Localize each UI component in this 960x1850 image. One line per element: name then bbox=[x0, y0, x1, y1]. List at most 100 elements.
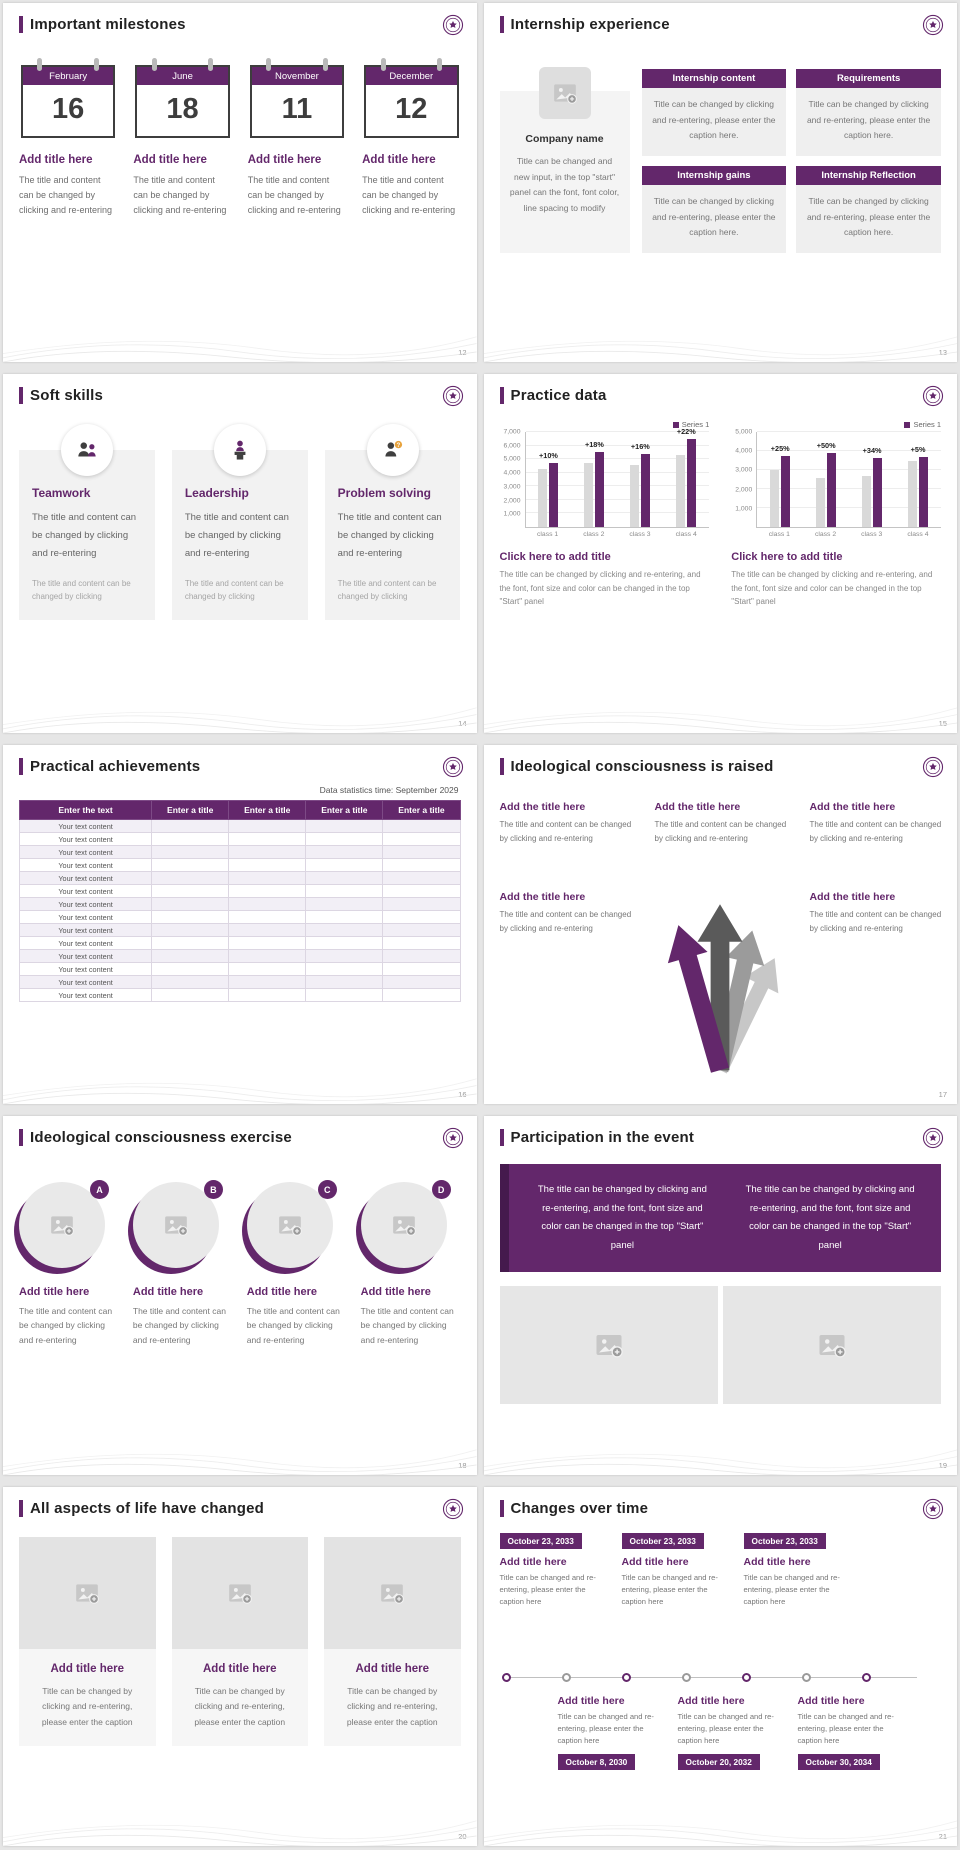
box-body: Title can be changed by clicking and re-… bbox=[796, 185, 941, 253]
calendar-pin-icon bbox=[37, 58, 43, 71]
idea-item: Add the title here The title and content… bbox=[655, 801, 787, 845]
date-chip: October 30, 2034 bbox=[797, 1754, 880, 1771]
slide-participation-event[interactable]: Participation in the event The title can… bbox=[483, 1116, 957, 1475]
table-header-cell: Enter a title bbox=[228, 800, 307, 820]
calendar-icon: November 11 bbox=[249, 58, 345, 138]
title-accent-bar bbox=[499, 758, 504, 775]
empty-cell bbox=[305, 988, 384, 1002]
image-placeholder-circle bbox=[132, 1182, 219, 1268]
empty-cell bbox=[305, 845, 384, 859]
page-number: 20 bbox=[458, 1832, 467, 1841]
table-header-cell: Enter the text bbox=[18, 800, 153, 820]
title-accent-bar bbox=[19, 16, 23, 33]
date-chip: October 8, 2030 bbox=[557, 1754, 636, 1771]
slide-important-milestones[interactable]: Important milestones February 16 Add tit… bbox=[3, 3, 477, 362]
slide-header: Ideological consciousness exercise bbox=[19, 1129, 461, 1146]
milestone-item: December 12 Add title here The title and… bbox=[362, 57, 460, 218]
card-title: Add title here bbox=[203, 1663, 277, 1675]
table-row: Your text content bbox=[18, 988, 461, 1002]
achievements-table: Enter the text Enter a title Enter a tit… bbox=[18, 800, 461, 1002]
idea-body: The title and content can be changed by … bbox=[809, 910, 942, 933]
table-row: Your text content bbox=[18, 962, 461, 976]
slide-header: Important milestones bbox=[19, 16, 461, 33]
idea-item: Add the title here The title and content… bbox=[810, 801, 942, 845]
timeline-body: Title can be changed and re-entering, pl… bbox=[743, 1573, 840, 1607]
image-placeholder-icon bbox=[379, 1580, 405, 1606]
chart-plot-area: +10% +18% +16% +22% bbox=[524, 427, 710, 528]
empty-cell bbox=[151, 819, 230, 833]
milestone-body: The title and content can be changed by … bbox=[362, 175, 456, 215]
empty-cell bbox=[382, 832, 461, 846]
school-logo-icon bbox=[442, 756, 464, 778]
milestone-title: Add title here bbox=[19, 154, 93, 166]
internship-box: Internship Reflection Title can be chang… bbox=[796, 166, 941, 253]
slide-changes-over-time[interactable]: Changes over time October 23, 2033 Add t… bbox=[483, 1487, 957, 1846]
life-cards-row: Add title here Title can be changed by c… bbox=[19, 1537, 461, 1746]
decorative-waves bbox=[3, 691, 477, 733]
empty-cell bbox=[382, 871, 461, 885]
milestone-item: November 11 Add title here The title and… bbox=[248, 57, 346, 218]
event-banner: The title can be changed by clicking and… bbox=[499, 1164, 941, 1273]
table-header-cell: Enter a title bbox=[382, 800, 461, 820]
slide-consciousness-raised[interactable]: Ideological consciousness is raised Add … bbox=[483, 745, 957, 1104]
slide-practice-data[interactable]: Practice data Series 1 7,000 6,000 5,000 4,… bbox=[483, 374, 958, 733]
legend-label: Series 1 bbox=[913, 420, 941, 429]
row-label-cell: Your text content bbox=[18, 988, 153, 1002]
decorative-waves bbox=[484, 691, 958, 733]
calendar-month: June bbox=[137, 67, 228, 85]
timeline-layout: October 23, 2033 Add title here Title ca… bbox=[499, 1527, 942, 1810]
chart-caption: The title can be changed by clicking and… bbox=[499, 570, 701, 607]
chart-y-axis: 5,000 4,000 3,000 2,000 1,000 bbox=[735, 428, 753, 513]
table-row: Your text content bbox=[18, 923, 461, 937]
title-accent-bar bbox=[19, 387, 23, 404]
empty-cell bbox=[228, 975, 307, 989]
slide-practical-achievements[interactable]: Practical achievements Data statistics t… bbox=[3, 745, 477, 1104]
idea-item: Add the title here The title and content… bbox=[810, 891, 942, 935]
milestone-title: Add title here bbox=[247, 154, 322, 166]
page-number: 19 bbox=[938, 1461, 947, 1470]
empty-cell bbox=[382, 819, 461, 833]
empty-cell bbox=[305, 910, 384, 924]
skill-icon-circle bbox=[366, 424, 419, 476]
timeline-title: Add title here bbox=[621, 1556, 689, 1568]
internship-layout: Company name Title can be changed and ne… bbox=[499, 67, 941, 253]
life-card: Add title here Title can be changed by c… bbox=[19, 1537, 156, 1746]
empty-cell bbox=[228, 871, 307, 885]
box-body: Title can be changed by clicking and re-… bbox=[641, 88, 787, 156]
slide-internship-experience[interactable]: Internship experience Company name Title… bbox=[483, 3, 957, 362]
milestone-title: Add title here bbox=[362, 154, 436, 166]
slide-soft-skills[interactable]: Soft skills Teamwork The title and conte… bbox=[3, 374, 477, 733]
timeline-node bbox=[741, 1673, 751, 1682]
slide-consciousness-exercise[interactable]: Ideological consciousness exercise A Add… bbox=[3, 1116, 477, 1475]
empty-cell bbox=[382, 910, 461, 924]
skill-body: The title and content can be changed by … bbox=[184, 512, 289, 560]
page-number: 21 bbox=[938, 1832, 947, 1841]
page-number: 14 bbox=[458, 719, 467, 728]
slide-title: Changes over time bbox=[510, 1500, 649, 1517]
timeline-body: Title can be changed and re-entering, pl… bbox=[499, 1573, 596, 1607]
image-placeholder-circle bbox=[360, 1182, 447, 1268]
school-logo-icon bbox=[922, 1498, 944, 1520]
school-logo-icon bbox=[922, 14, 944, 36]
row-label-cell: Your text content bbox=[18, 936, 153, 950]
empty-cell bbox=[151, 871, 230, 885]
date-chip: October 23, 2033 bbox=[621, 1533, 704, 1549]
company-card: Company name Title can be changed and ne… bbox=[499, 67, 630, 253]
empty-cell bbox=[151, 897, 230, 911]
empty-cell bbox=[305, 936, 384, 950]
empty-cell bbox=[228, 988, 307, 1002]
empty-cell bbox=[151, 858, 230, 872]
empty-cell bbox=[151, 884, 230, 898]
table-row: Your text content bbox=[18, 884, 461, 898]
empty-cell bbox=[382, 975, 461, 989]
exercise-body: The title and content can be changed by … bbox=[19, 1306, 113, 1345]
empty-cell bbox=[305, 819, 384, 833]
table-row: Your text content bbox=[18, 910, 461, 924]
letter-badge: A bbox=[90, 1180, 109, 1199]
box-body: Title can be changed by clicking and re-… bbox=[796, 88, 941, 156]
row-label-cell: Your text content bbox=[18, 910, 153, 924]
problem-solving-icon bbox=[380, 437, 406, 463]
leadership-icon bbox=[227, 437, 253, 463]
image-placeholder-circle bbox=[246, 1182, 333, 1268]
slide-life-changed[interactable]: All aspects of life have changed Add tit… bbox=[3, 1487, 477, 1846]
